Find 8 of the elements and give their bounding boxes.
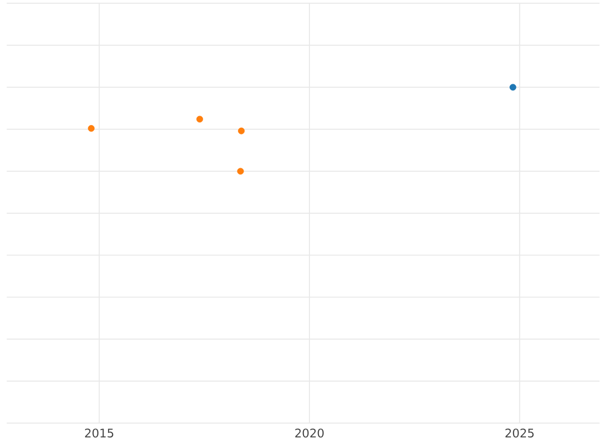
- point: [510, 84, 516, 91]
- point: [88, 125, 95, 132]
- x-tick-label: 2025: [505, 428, 534, 438]
- x-tick-label: 2020: [295, 428, 324, 438]
- x-tick-label: 2015: [85, 428, 114, 438]
- point: [196, 116, 204, 123]
- point: [237, 168, 244, 175]
- point: [238, 128, 245, 134]
